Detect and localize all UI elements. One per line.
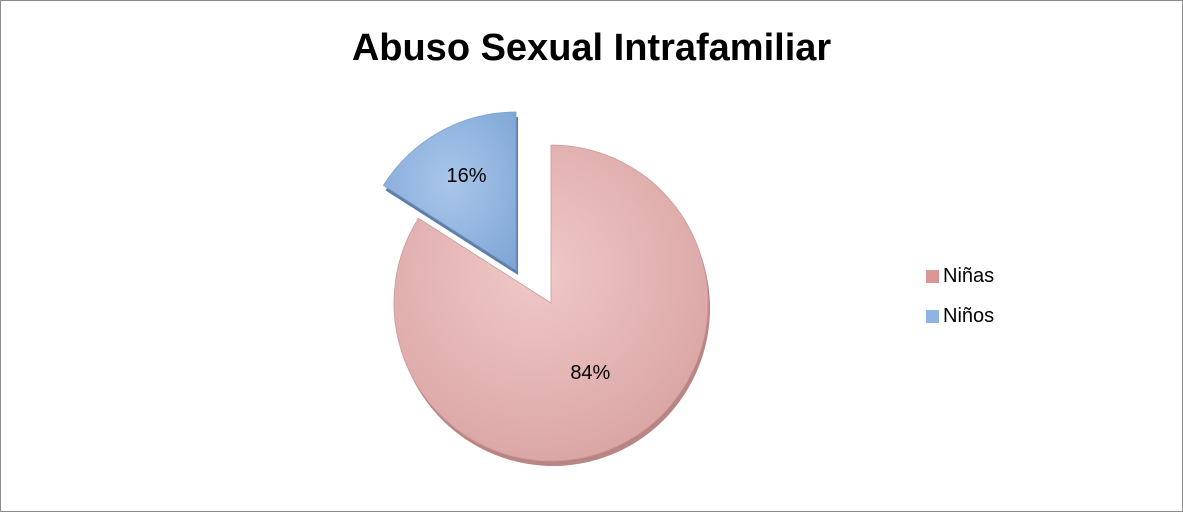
slice-ninos-face [382,111,517,271]
legend-label-ninas: Niñas [943,264,995,287]
slice-ninas-face [393,144,709,462]
slice-ninos [382,111,518,275]
legend-label-ninos: Niños [943,304,995,327]
slice-ninas [393,144,711,466]
legend-item-ninos: Niños [926,303,994,329]
legend-item-ninas: Niñas [926,263,994,289]
pie-data-labels: 84% 16% [447,165,611,384]
chart-title: Abuso Sexual Intrafamiliar [351,27,832,69]
data-label-ninos: 16% [447,165,487,187]
data-label-ninas: 84% [570,362,610,384]
legend-swatch-ninas [926,269,939,283]
pie-slices [382,111,711,466]
chart-legend: Niñas Niños [926,263,994,343]
legend-swatch-ninos [926,309,939,323]
